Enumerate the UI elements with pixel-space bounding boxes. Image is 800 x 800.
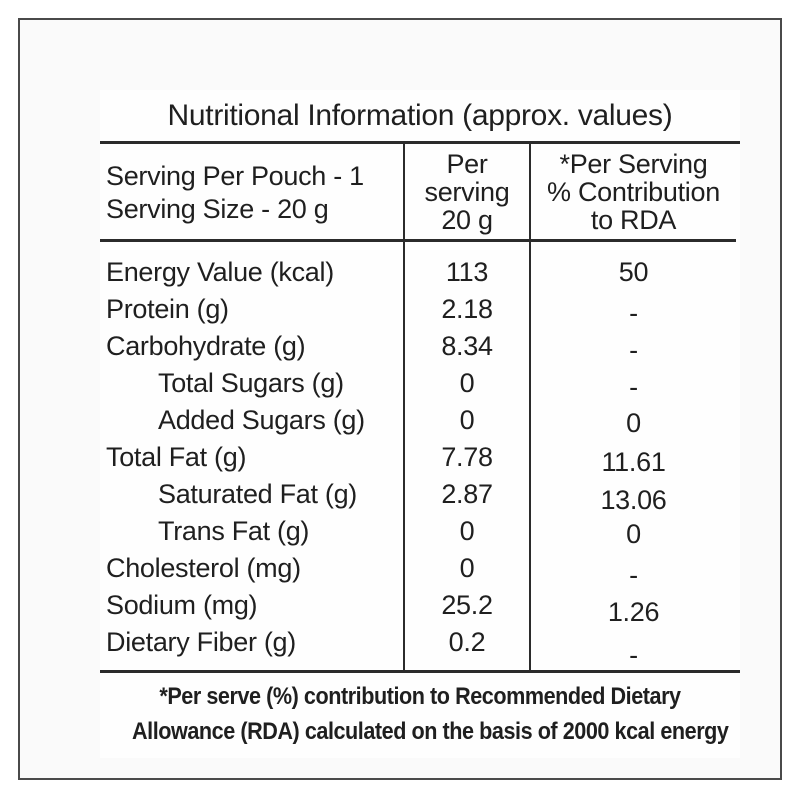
header-serving-info: Serving Per Pouch - 1 Serving Size - 20 … [100,144,403,242]
header-rda-line: to RDA [590,205,677,235]
per-serving-value: 2.18 [441,294,493,324]
row-label: Carbohydrate (g) [106,331,306,361]
outer-frame: Nutritional Information (approx. values)… [18,18,782,780]
label-cells: Energy Value (kcal) Protein (g) Carbohydra… [100,242,403,670]
header-per-serving-line: serving [424,177,510,207]
row-label: Energy Value (kcal) [106,257,334,287]
header-per-serving: Per serving 20 g [405,144,529,242]
rda-value: - [629,372,638,402]
row-label: Saturated Fat (g) [158,479,357,509]
rda-value: - [629,298,638,328]
rda-value: 1.26 [607,597,660,627]
column-nutrient-labels: Serving Per Pouch - 1 Serving Size - 20 … [100,144,403,670]
per-serving-value: 0 [459,368,475,398]
per-serving-value: 0 [459,405,475,435]
per-serving-value: 113 [445,257,489,287]
nutrition-table: Serving Per Pouch - 1 Serving Size - 20 … [100,141,740,673]
row-label: Sodium (mg) [106,590,258,620]
column-rda: *Per Serving % Contribution to RDA 50 - - -… [531,144,736,670]
per-serving-cells: 113 2.18 8.34 0 0 7.78 2.87 0 0 25.2 0.2 [405,242,529,670]
header-per-serving-line: 20 g [441,205,493,235]
rda-value: - [629,640,638,670]
rda-value: 13.06 [600,485,667,515]
page-title: Nutritional Information (approx. values) [167,98,673,132]
header-rda-line: % Contribution [547,177,720,207]
header-serving-per-pouch: Serving Per Pouch - 1 [106,161,364,191]
rda-footnote: *Per serve (%) contribution to Recommend… [100,679,740,749]
per-serving-value: 2.87 [441,479,493,509]
row-label: Dietary Fiber (g) [106,627,296,657]
nutrition-label: Nutritional Information (approx. values)… [100,90,740,758]
row-label: Protein (g) [106,294,229,324]
column-per-serving: Per serving 20 g 113 2.18 8.34 0 0 7.78 2.87 0 0… [403,144,531,670]
footnote-line-1: *Per serve (%) contribution to Recommend… [159,683,681,710]
header-rda-line: *Per Serving [559,149,708,179]
header-per-serving-line: Per [446,149,488,179]
row-label: Added Sugars (g) [158,405,365,435]
per-serving-value: 8.34 [441,331,493,361]
rda-value: - [629,560,638,590]
rda-cells: 50 - - - 0 11.61 13.06 0 - 1.26 - [531,242,736,670]
rda-value: 0 [626,408,641,438]
header-rda: *Per Serving % Contribution to RDA [531,144,736,242]
per-serving-value: 0 [459,553,475,583]
per-serving-value: 0 [459,516,475,546]
per-serving-value: 25.2 [441,590,493,620]
rda-value: - [629,335,638,365]
row-label: Total Fat (g) [106,442,247,472]
row-label: Cholesterol (mg) [106,553,301,583]
footnote-line-2: Allowance (RDA) calculated on the basis … [132,718,729,745]
header-serving-size: Serving Size - 20 g [106,194,329,224]
rda-value: 11.61 [601,447,666,477]
rda-value: 50 [618,257,649,287]
row-label: Trans Fat (g) [158,516,310,546]
per-serving-value: 0.2 [448,627,486,657]
row-label: Total Sugars (g) [158,368,344,398]
per-serving-value: 7.78 [441,442,493,472]
rda-value: 0 [626,519,641,549]
